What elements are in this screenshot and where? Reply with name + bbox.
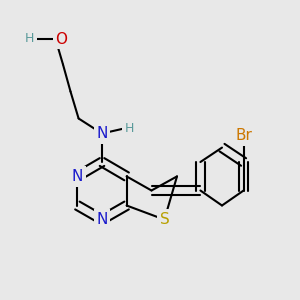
Text: Br: Br xyxy=(235,128,252,143)
Text: N: N xyxy=(72,169,83,184)
Text: N: N xyxy=(96,126,108,141)
Text: H: H xyxy=(124,122,134,135)
Text: N: N xyxy=(96,212,108,227)
Text: H: H xyxy=(25,32,34,46)
Text: O: O xyxy=(56,32,68,46)
Text: S: S xyxy=(160,212,169,227)
